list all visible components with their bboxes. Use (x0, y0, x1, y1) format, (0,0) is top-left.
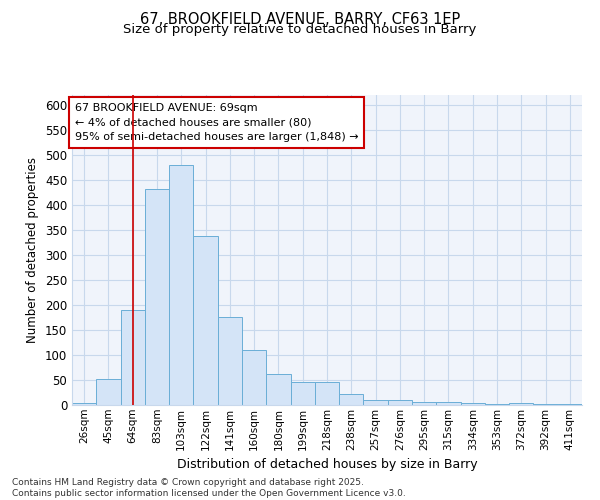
Bar (193, 236, 218, 405)
Bar (266, 374, 290, 405)
X-axis label: Distribution of detached houses by size in Barry: Distribution of detached houses by size … (176, 458, 478, 471)
Text: 67, BROOKFIELD AVENUE, BARRY, CF63 1EP: 67, BROOKFIELD AVENUE, BARRY, CF63 1EP (140, 12, 460, 28)
Bar (121, 310, 145, 405)
Bar (339, 394, 364, 405)
Bar (290, 382, 315, 405)
Bar (242, 350, 266, 405)
Bar (364, 400, 388, 405)
Bar (412, 402, 436, 405)
Bar (145, 189, 169, 405)
Bar (72, 402, 96, 405)
Y-axis label: Number of detached properties: Number of detached properties (26, 157, 40, 343)
Text: Size of property relative to detached houses in Barry: Size of property relative to detached ho… (124, 22, 476, 36)
Bar (315, 382, 339, 405)
Bar (218, 316, 242, 405)
Text: Contains HM Land Registry data © Crown copyright and database right 2025.
Contai: Contains HM Land Registry data © Crown c… (12, 478, 406, 498)
Bar (96, 379, 121, 405)
Bar (461, 403, 485, 405)
Bar (509, 402, 533, 405)
Bar (436, 402, 461, 405)
Bar (388, 400, 412, 405)
Bar (533, 404, 558, 405)
Bar (169, 165, 193, 405)
Bar (485, 404, 509, 405)
Bar (558, 404, 582, 405)
Text: 67 BROOKFIELD AVENUE: 69sqm
← 4% of detached houses are smaller (80)
95% of semi: 67 BROOKFIELD AVENUE: 69sqm ← 4% of deta… (74, 103, 358, 142)
